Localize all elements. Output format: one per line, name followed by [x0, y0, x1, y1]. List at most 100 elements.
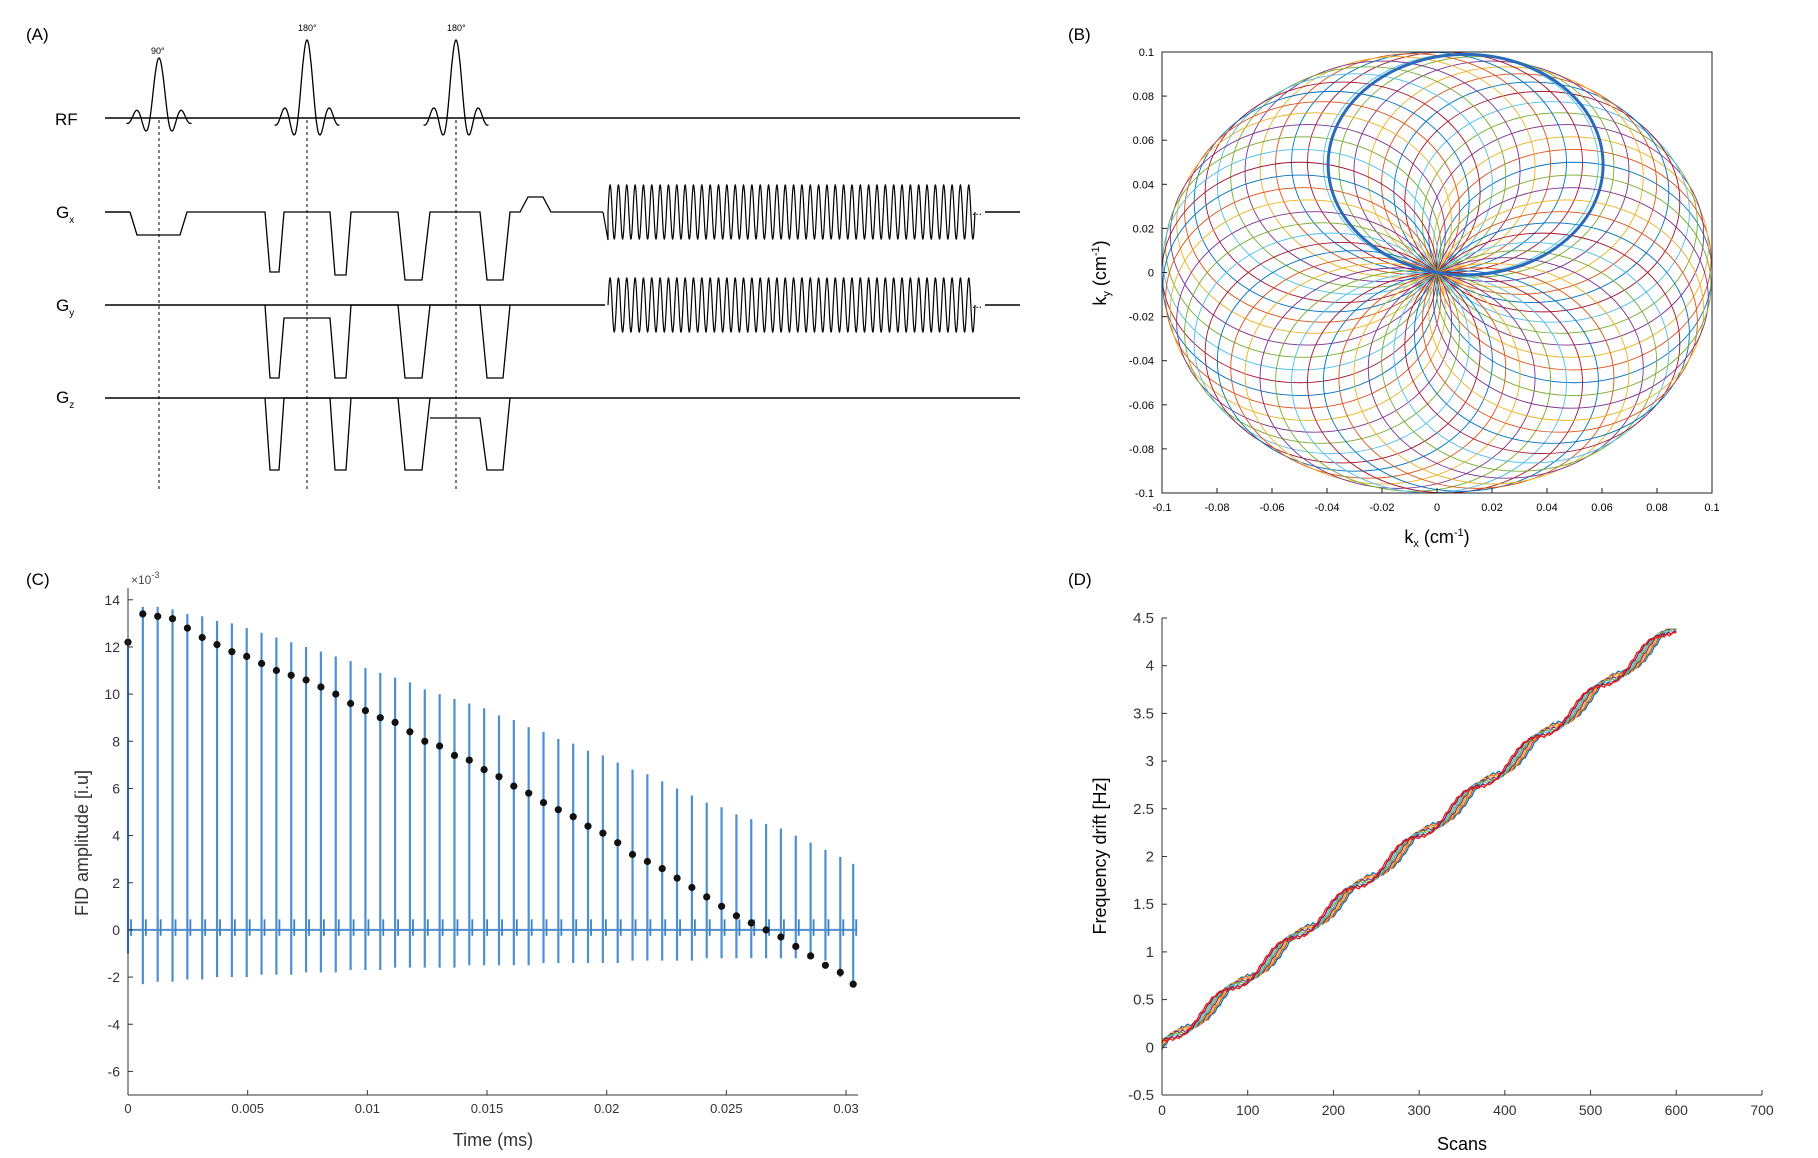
channel-label-gz: Gz — [56, 388, 74, 411]
fid-peak-dot — [317, 683, 325, 691]
rf-pulse-180-second — [423, 39, 489, 136]
drift-x-tick-label: 500 — [1579, 1102, 1603, 1118]
fid-y-tick-label: -4 — [108, 1016, 121, 1032]
fid-ticks: 0 0.005 0.01 0.015 0.02 0.025 0.03 14 12 10 8 6 4 2 0 -… — [104, 592, 858, 1116]
fid-peak-dot — [807, 952, 815, 960]
fid-y-axis-label: FID amplitude [i.u] — [72, 770, 92, 916]
kspace-x-tick-label: 0.08 — [1646, 502, 1667, 514]
fid-peak-dot — [198, 633, 206, 642]
kspace-circle — [1404, 232, 1681, 455]
kspace-circle — [1435, 174, 1712, 396]
fid-peak-dot — [243, 652, 251, 661]
fid-peak-dot — [347, 699, 355, 708]
drift-x-tick-label: 300 — [1407, 1102, 1431, 1118]
kspace-circle — [1367, 257, 1644, 479]
fid-peak-dot — [391, 718, 399, 727]
fid-peak-dot — [406, 728, 414, 736]
kspace-highlighted-circle — [1326, 52, 1605, 277]
fid-x-tick-label: 0.02 — [594, 1101, 619, 1116]
fid-peak-dot — [213, 641, 221, 649]
kspace-circle — [1393, 241, 1670, 464]
pulse-label-180-second: 180° — [447, 23, 466, 33]
drift-y-tick-label: 2 — [1146, 849, 1154, 866]
kspace-y-tick-label: 0.08 — [1133, 91, 1154, 103]
drift-y-tick-label: 0 — [1146, 1039, 1154, 1056]
fid-x-tick-label: 0 — [124, 1101, 131, 1116]
fid-peak-dot — [599, 829, 607, 837]
channel-label-gy: Gy — [56, 296, 74, 319]
fid-y-tick-label: 4 — [112, 828, 120, 844]
fid-peak-dot — [762, 926, 770, 934]
panel-a-label: (A) — [26, 25, 49, 44]
kspace-circle — [1216, 250, 1493, 472]
fid-x-axis-label: Time (ms) — [453, 1130, 533, 1150]
kspace-x-tick-label: -0.1 — [1153, 502, 1172, 514]
kspace-x-axis-label: kx (cm-1) — [1404, 527, 1469, 550]
drift-x-tick-label: 0 — [1158, 1102, 1166, 1118]
kspace-circle — [1413, 222, 1690, 444]
kspace-x-tick-label: 0 — [1434, 502, 1440, 514]
fid-peak-dot — [228, 648, 236, 656]
kspace-circle — [1165, 187, 1442, 409]
channel-label-gx: Gx — [56, 203, 74, 226]
drift-y-tick-label: 1 — [1146, 944, 1154, 961]
kspace-x-tick-label: -0.06 — [1259, 502, 1284, 514]
fid-peak-dot — [732, 912, 741, 920]
fid-x-tick-label: 0.015 — [471, 1101, 504, 1116]
kspace-x-tick-label: 0.02 — [1481, 502, 1502, 514]
drift-y-tick-label: 3 — [1146, 753, 1154, 770]
fid-peak-dot — [747, 919, 755, 927]
kspace-x-tick-label: -0.02 — [1369, 502, 1394, 514]
kspace-y-tick-label: -0.08 — [1129, 444, 1154, 456]
drift-series-line — [1161, 631, 1677, 1043]
channel-label-rf: RF — [55, 110, 78, 129]
fid-peak-dot — [168, 615, 177, 623]
fid-exponent-label: ×10-3 — [131, 570, 159, 587]
fid-peak-dot — [510, 782, 518, 790]
fid-peak-dot — [554, 806, 562, 814]
fid-peak-dot — [154, 612, 162, 620]
fid-peak-dot — [287, 671, 295, 679]
fid-peak-dot — [718, 902, 726, 910]
fid-y-tick-label: 10 — [104, 686, 120, 702]
kspace-y-tick-label: -0.1 — [1135, 488, 1154, 500]
drift-y-tick-label: 3.5 — [1133, 705, 1154, 722]
kspace-y-tick-label: -0.04 — [1129, 356, 1154, 368]
drift-x-tick-label: 200 — [1322, 1102, 1346, 1118]
drift-y-tick-label: 2.5 — [1133, 801, 1154, 818]
drift-ticks: 0 100 200 300 400 500 600 700 4.5 4 3.5 3 2.5 2 1.5 1 0.… — [1128, 610, 1774, 1118]
kspace-circle — [1230, 257, 1507, 479]
fid-peak-dot — [821, 961, 830, 969]
kspace-circle — [1421, 211, 1698, 433]
kspace-circle — [1381, 250, 1658, 472]
fid-y-tick-label: -2 — [108, 969, 121, 985]
kspace-circle — [1275, 270, 1552, 492]
fid-peak-dot — [525, 789, 533, 797]
pulse-label-90: 90° — [151, 46, 165, 56]
fid-peak-dot — [480, 766, 488, 774]
drift-x-axis-label: Scans — [1437, 1134, 1487, 1154]
drift-x-tick-label: 100 — [1236, 1102, 1260, 1118]
kspace-circle — [1338, 267, 1615, 489]
panel-a-pulse-sequence: (A) RF Gx Gy Gz 90° 180° 180° ... ... — [26, 23, 1020, 492]
drift-y-tick-label: -0.5 — [1128, 1087, 1154, 1104]
drift-x-tick-label: 700 — [1750, 1102, 1774, 1118]
kspace-circle — [1322, 270, 1599, 492]
fid-peak-dot — [628, 850, 637, 859]
kspace-x-tick-label: 0.06 — [1591, 502, 1612, 514]
fid-x-tick-label: 0.01 — [355, 1101, 380, 1116]
pulse-label-180-first: 180° — [298, 23, 317, 33]
fid-y-tick-label: 6 — [112, 780, 120, 796]
drift-y-tick-label: 4 — [1146, 658, 1154, 675]
kspace-y-axis-label: ky (cm-1) — [1090, 240, 1113, 305]
fid-echo-peaks — [124, 610, 857, 988]
kspace-ticks: -0.1 -0.08 -0.06 -0.04 -0.02 0 0.02 0.04 0.06 0.0… — [1129, 47, 1720, 514]
kspace-y-tick-label: 0 — [1148, 268, 1154, 280]
panel-b-kspace: (B) -0.1 -0.08 -0.06 -0.04 -0.02 0 0.02 0.04 0.0… — [1068, 25, 1720, 550]
kspace-y-tick-label: 0.04 — [1133, 179, 1154, 191]
kspace-circle — [1176, 211, 1453, 433]
fid-peak-dot — [183, 624, 191, 632]
kspace-circle — [1432, 187, 1709, 409]
kspace-x-tick-label: 0.04 — [1536, 502, 1557, 514]
